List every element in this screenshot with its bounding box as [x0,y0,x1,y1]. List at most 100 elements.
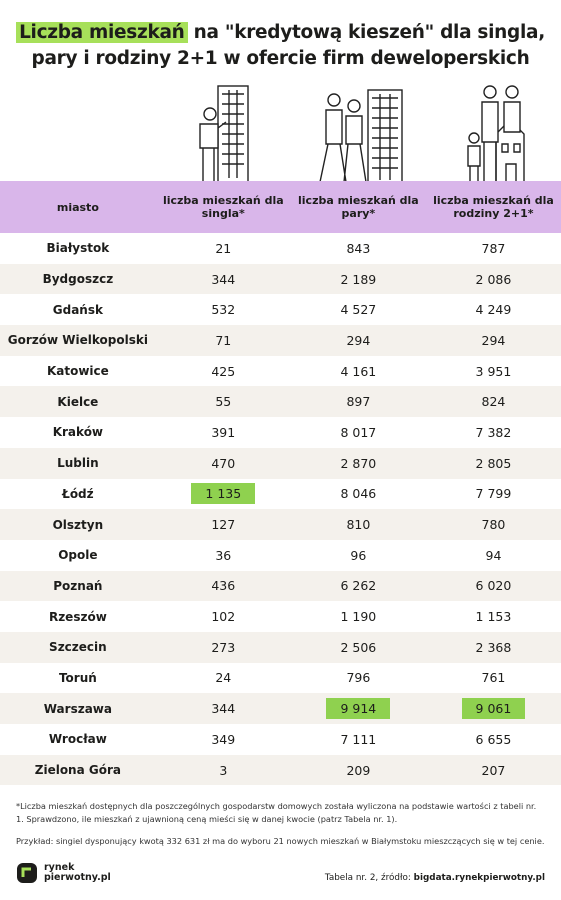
couple-illustration [319,89,403,182]
value-text: 2 086 [475,271,512,287]
value-cell: 761 [426,663,561,694]
value-cell: 7 799 [426,479,561,510]
value-cell: 273 [155,631,291,663]
value-cell: 8 046 [291,479,426,510]
logo: rynek pierwotny.pl [16,862,111,884]
value-text: 127 [211,517,236,533]
value-cell: 2 189 [290,263,426,295]
table-row: Łódź 1 135 8 046 7 799 [0,479,561,510]
value-text: 24 [215,670,232,686]
value-cell: 294 [290,325,426,356]
value-text: 780 [481,517,506,533]
value-text: 3 951 [475,363,512,379]
value-text: 1 153 [475,609,512,625]
value-text: 2 805 [475,455,512,471]
value-text: 7 111 [340,731,377,747]
table-row: Warszawa 344 9 914 9 061 [0,693,561,724]
value-cell: 425 [156,356,291,387]
value-text: 3 [219,762,228,778]
city-cell: Szczecin [0,631,156,663]
value-cell: 55 [155,386,291,418]
value-cell: 6 020 [425,570,561,602]
value-cell: 349 [156,724,291,755]
city-cell: Poznań [0,570,156,602]
title-line2: pary i rodziny 2+1 w ofercie firm dewelo… [31,48,530,69]
value-text: 425 [211,363,236,379]
value-cell: 9 914 [290,693,426,724]
value-cell: 1 153 [426,601,561,632]
table-row: Poznań 436 6 262 6 020 [0,570,561,602]
value-text: 4 249 [475,302,512,318]
value-cell: 6 262 [290,570,426,602]
city-cell: Lublin [0,447,156,479]
logo-line1: rynek [44,862,75,873]
value-cell: 810 [290,509,426,540]
value-cell: 71 [155,325,291,356]
value-text: 2 506 [340,639,377,655]
title: Liczba mieszkań na "kredytową kieszeń" d… [0,20,561,72]
value-text: 94 [485,547,502,563]
value-cell: 391 [156,417,291,448]
value-cell: 24 [156,663,291,694]
table-row: Lublin 470 2 870 2 805 [0,447,561,479]
table-row: Katowice 425 4 161 3 951 [0,356,561,387]
value-cell: 8 017 [291,417,426,448]
value-cell: 2 368 [425,631,561,663]
value-text: 344 [211,701,236,717]
header-row: miasto liczba mieszkań dla singla* liczba … [0,181,561,233]
data-table: miasto liczba mieszkań dla singla* liczba … [0,181,561,786]
table-row: Białystok 21 843 787 [0,233,561,264]
value-cell: 4 249 [426,294,561,325]
value-text: 9 914 [326,698,391,720]
value-text: 294 [346,332,371,348]
column-header: miasto [0,181,156,233]
logo-text: rynek pierwotny.pl [44,863,111,883]
column-header: liczba mieszkań dla singla* [155,181,291,233]
value-text: 207 [481,762,506,778]
value-text: 349 [211,731,236,747]
value-text: 7 799 [475,486,512,502]
value-text: 6 655 [475,731,512,747]
value-text: 36 [215,547,232,563]
value-cell: 787 [426,233,561,264]
value-cell: 209 [290,754,426,786]
table-row: Olsztyn 127 810 780 [0,509,561,540]
value-text: 4 161 [340,363,377,379]
city-cell: Gorzów Wielkopolski [0,325,156,356]
value-text: 1 190 [340,609,377,625]
value-text: 761 [481,670,506,686]
value-cell: 21 [156,233,291,264]
footnote: *Liczba mieszkań dostępnych dla poszczeg… [16,801,537,824]
value-cell: 436 [155,570,291,602]
value-cell: 9 061 [425,693,561,724]
value-text: 470 [211,455,236,471]
table-row: Szczecin 273 2 506 2 368 [0,631,561,663]
table-row: Gorzów Wielkopolski 71 294 294 [0,325,561,356]
table-row: Kielce 55 897 824 [0,386,561,418]
value-text: 6 020 [475,578,512,594]
value-cell: 102 [156,601,291,632]
value-text: 897 [346,394,371,410]
value-cell: 824 [425,386,561,418]
table-row: Kraków 391 8 017 7 382 [0,417,561,448]
source-prefix: Tabela nr. 2, źródło: [324,873,411,883]
value-cell: 532 [156,294,291,325]
city-cell: Bydgoszcz [0,263,156,295]
value-text: 824 [481,394,506,410]
city-cell: Warszawa [0,693,156,724]
city-cell: Opole [58,548,98,563]
table-row: Zielona Góra 3 209 207 [0,754,561,786]
illustrations [199,85,525,182]
value-text: 4 527 [340,302,377,318]
value-text: 810 [346,517,371,533]
value-cell: 2 506 [290,631,426,663]
city-cell: Olsztyn [0,509,156,540]
table-body: Białystok 21 843 787 Bydgoszcz 344 2 189 2 086 G… [0,233,561,786]
value-cell: 96 [291,540,426,571]
value-cell: 6 655 [426,724,561,755]
value-cell: 2 086 [425,263,561,295]
value-text: 6 262 [340,578,377,594]
column-header: liczba mieszkań dla rodziny 2+1* [425,181,561,233]
value-text: 796 [346,670,371,686]
